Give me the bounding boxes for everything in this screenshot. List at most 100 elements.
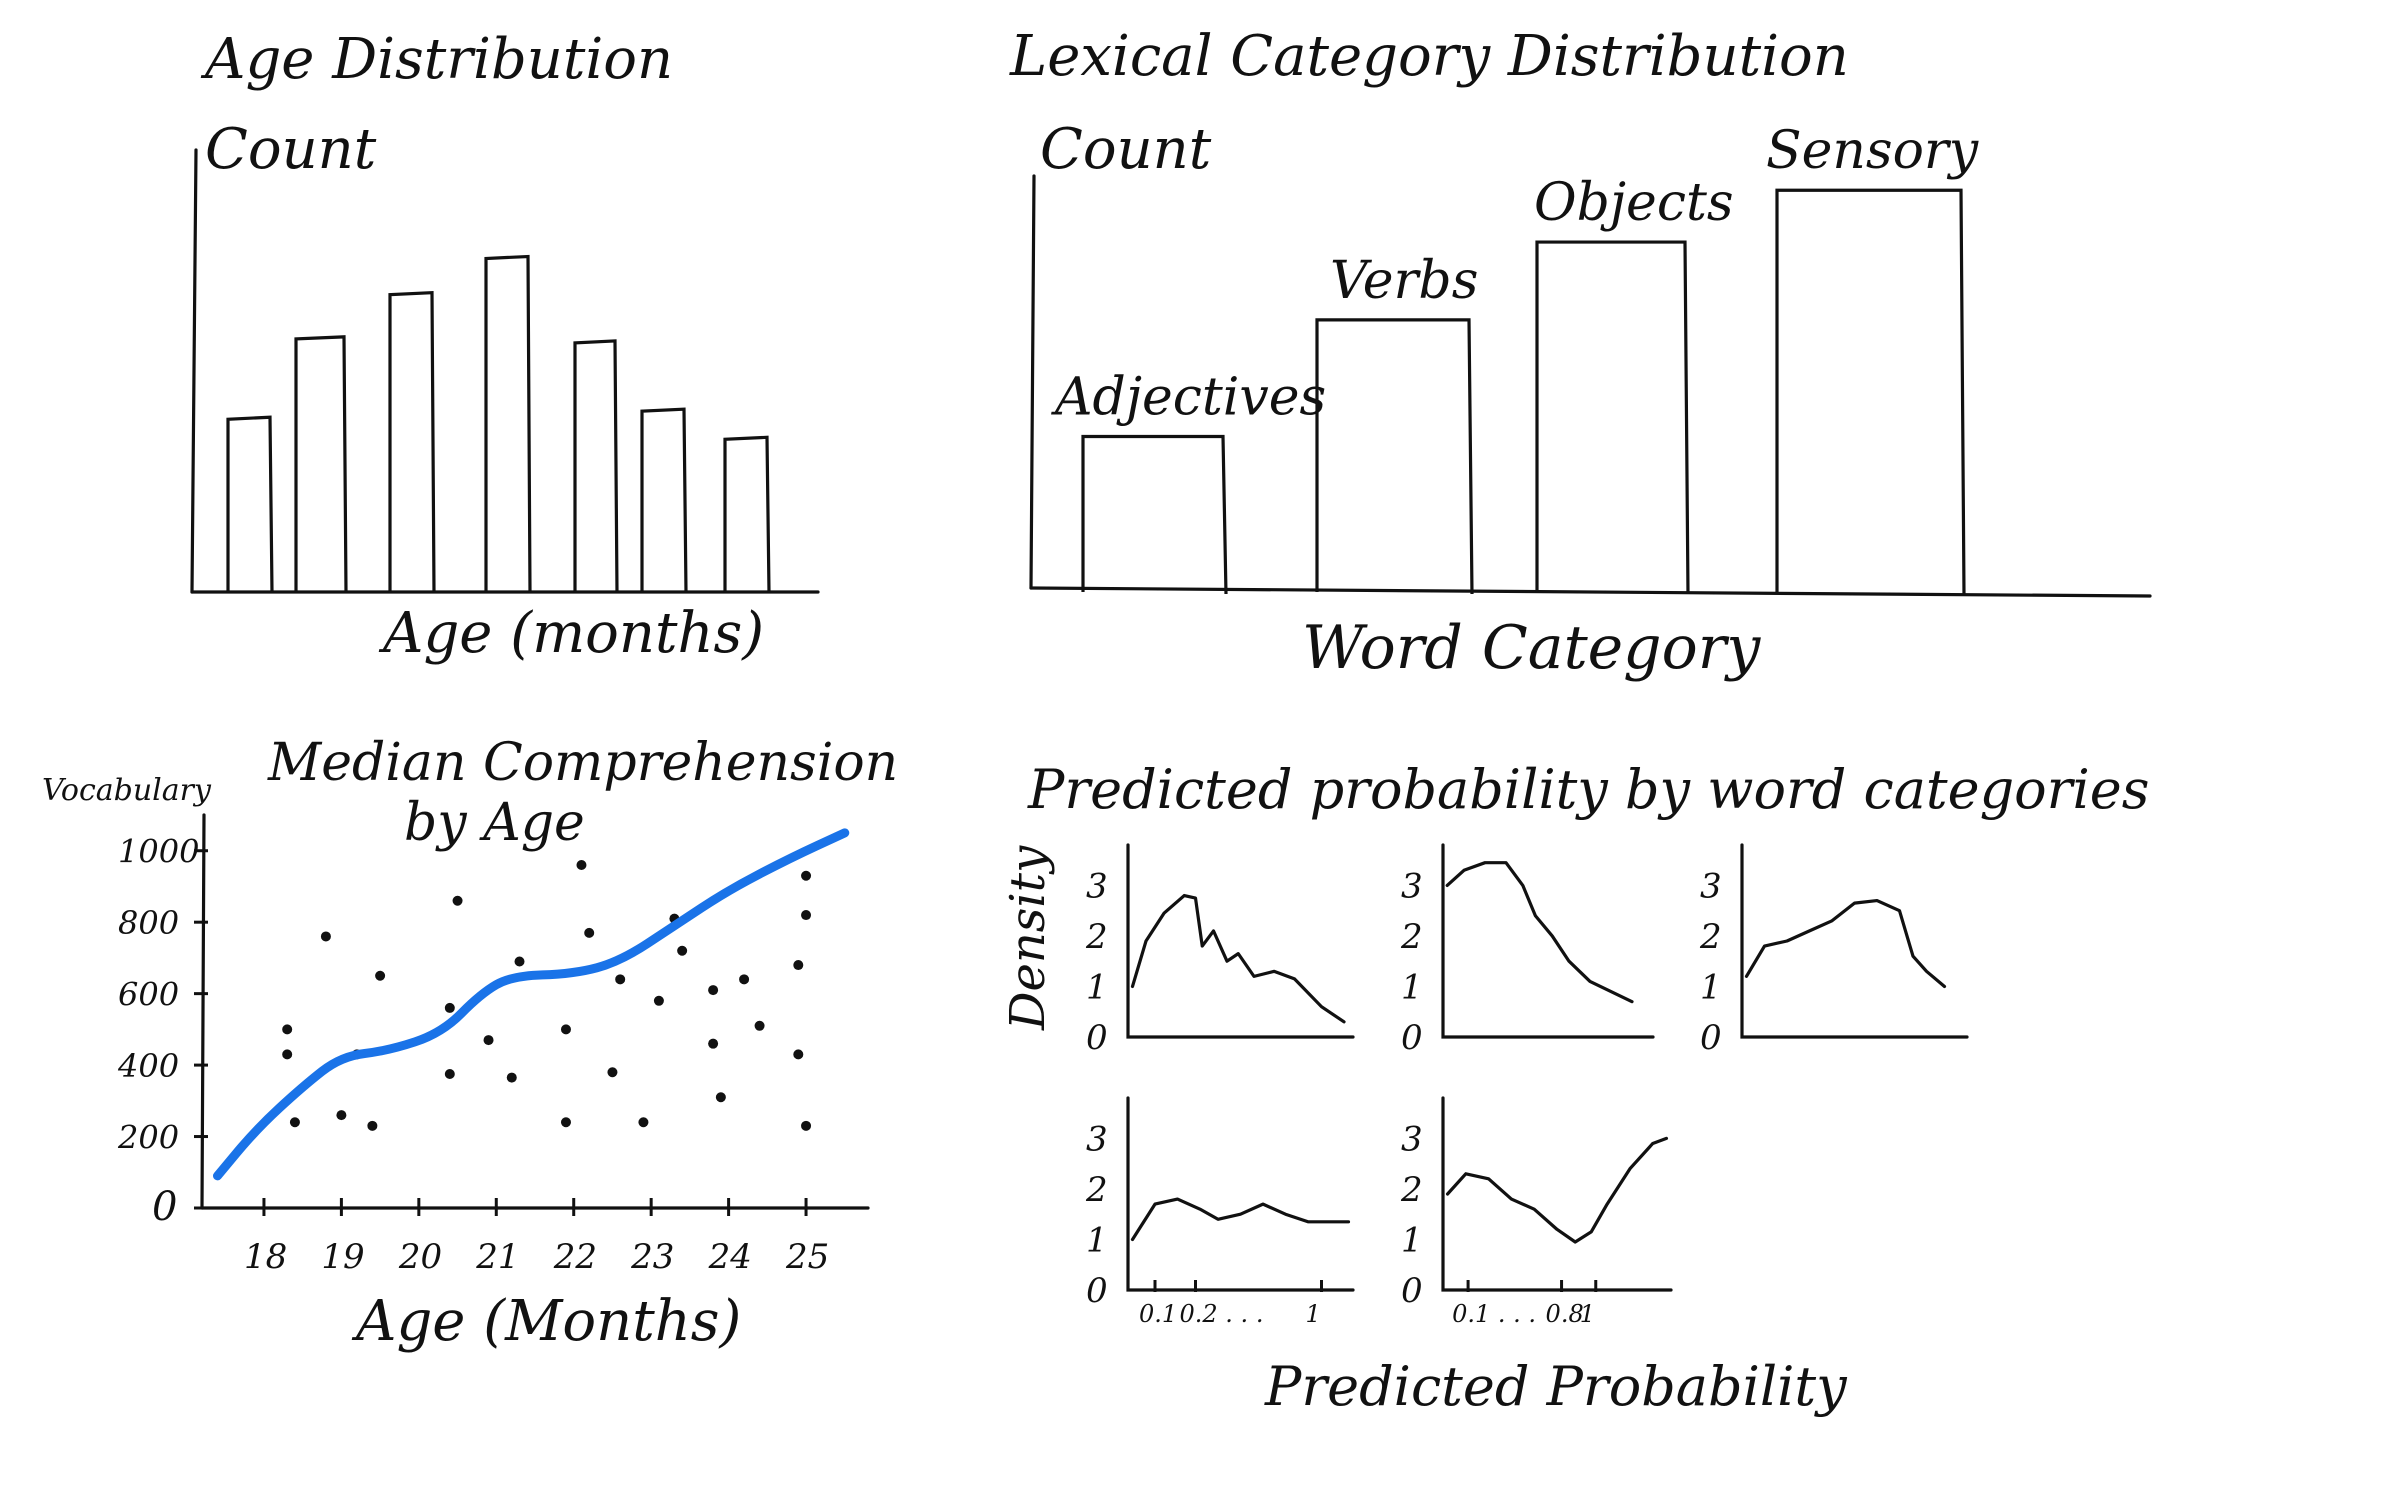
predicted-probability-chart: Predicted probability by word categories… (1000, 758, 2149, 1418)
median-chart-ylabel: Vocabulary (42, 773, 212, 808)
median-x-tick-label: 24 (708, 1237, 752, 1277)
median-x-tick-label: 25 (785, 1237, 829, 1277)
median-data-point (801, 870, 812, 881)
median-x-tick-label: 20 (398, 1237, 442, 1277)
density-curve (1744, 898, 1947, 989)
density-y-tick-label: 1 (1700, 967, 1722, 1007)
median-y-tick-label: 600 (118, 976, 179, 1014)
median-data-point (584, 927, 595, 938)
density-y-tick-label: 2 (1085, 1170, 1108, 1210)
median-data-point (336, 1110, 347, 1121)
median-data-point (638, 1117, 649, 1128)
median-data-point (444, 1069, 455, 1080)
density-panel-axes (1740, 843, 1969, 1039)
median-trend-line (212, 828, 850, 1181)
age-bar (294, 335, 348, 593)
median-data-point (289, 1117, 300, 1128)
median-data-point (375, 970, 386, 981)
median-y-tick-label: 200 (117, 1119, 179, 1157)
median-data-point (506, 1072, 517, 1083)
median-data-point (367, 1120, 378, 1131)
density-y-tick-label: 0 (1401, 1271, 1423, 1311)
age-distribution-chart: Age Distribution Count Age (months) (190, 27, 820, 666)
density-x-tick-label: 1 (1580, 1300, 1595, 1328)
lexical-chart-ylabel: Count (1040, 117, 1212, 182)
median-data-point (653, 995, 664, 1006)
median-data-point (677, 945, 688, 956)
median-x-tick-label: 19 (321, 1237, 364, 1277)
lexical-chart-y-axis (1029, 174, 1036, 590)
density-y-tick-label: 1 (1401, 967, 1423, 1007)
density-y-tick-label: 0 (1086, 1018, 1108, 1058)
median-data-point (801, 910, 812, 921)
median-data-point (560, 1117, 571, 1128)
median-data-point (708, 1038, 719, 1049)
density-curve (1445, 1136, 1669, 1244)
median-data-point (615, 974, 626, 985)
predicted-chart-title: Predicted probability by word categories (1027, 758, 2149, 821)
median-chart-xlabel: Age (Months) (351, 1289, 741, 1354)
median-data-point (444, 1002, 455, 1013)
median-data-point (320, 931, 331, 942)
median-x-tick-label: 18 (244, 1237, 287, 1277)
density-curve (1445, 861, 1634, 1004)
lexical-bar-label: Verbs (1330, 251, 1478, 311)
median-chart-y-axis (200, 813, 206, 1210)
median-data-point (514, 956, 525, 967)
lexical-bar-label: Objects (1534, 173, 1734, 233)
density-y-tick-label: 1 (1086, 1220, 1108, 1260)
density-x-tick-label: 1 (1306, 1300, 1321, 1328)
median-x-tick-label: 22 (553, 1237, 597, 1277)
density-panel-axes (1126, 1096, 1355, 1292)
density-y-tick-label: 0 (1086, 1271, 1108, 1311)
median-data-point (801, 1120, 812, 1131)
median-data-point (715, 1092, 726, 1103)
density-y-tick-label: 1 (1086, 967, 1108, 1007)
median-data-point (793, 1049, 804, 1060)
lexical-chart-xlabel: Word Category (1302, 613, 1761, 683)
lexical-bar-label: Sensory (1766, 121, 1979, 181)
predicted-chart-xlabel: Predicted Probability (1264, 1355, 1848, 1418)
median-data-point (754, 1020, 765, 1031)
density-y-tick-label: 0 (1700, 1018, 1722, 1058)
age-chart-xlabel: Age (months) (378, 601, 764, 666)
lexical-bar (1081, 434, 1228, 595)
age-bar (484, 254, 532, 593)
lexical-bar-label: Adjectives (1051, 367, 1326, 427)
density-curve (1130, 893, 1346, 1024)
age-bar (640, 407, 688, 593)
density-y-tick-label: 0 (1401, 1018, 1423, 1058)
lexical-chart-title: Lexical Category Distribution (1009, 24, 1849, 89)
age-bar (573, 339, 619, 593)
density-panel-axes (1441, 1096, 1673, 1292)
median-data-point (607, 1067, 618, 1078)
predicted-chart-ylabel: Density (1000, 845, 1056, 1031)
median-data-point (793, 960, 804, 971)
median-data-point (483, 1035, 494, 1046)
median-y-tick-label: 800 (118, 904, 179, 942)
median-data-point (282, 1049, 293, 1060)
lexical-bar (1315, 318, 1474, 595)
median-chart-title-line1: Median Comprehension (267, 733, 898, 793)
density-x-tick-label: 0.1 . . . (1452, 1300, 1536, 1328)
age-bar (388, 290, 436, 593)
median-chart-title-line2: by Age (404, 793, 585, 853)
density-y-tick-label: 3 (1086, 866, 1108, 906)
density-y-tick-label: 3 (1401, 866, 1423, 906)
median-y-tick-label: 0 (152, 1184, 177, 1230)
lexical-chart-x-axis (1029, 586, 2152, 598)
density-x-tick-label: 0.2 . . . (1180, 1300, 1264, 1328)
age-bar (723, 435, 771, 593)
density-y-tick-label: 2 (1085, 917, 1108, 957)
lexical-bar (1775, 188, 1966, 595)
density-x-tick-label: 0.1 (1139, 1300, 1177, 1328)
median-data-point (282, 1024, 293, 1035)
age-chart-y-axis (190, 148, 198, 594)
median-x-tick-label: 21 (475, 1237, 519, 1277)
median-data-point (560, 1024, 571, 1035)
median-data-point (708, 985, 719, 996)
age-bar (226, 415, 274, 593)
median-data-point (576, 860, 587, 871)
density-y-tick-label: 1 (1401, 1220, 1423, 1260)
median-x-tick-label: 23 (630, 1237, 674, 1277)
